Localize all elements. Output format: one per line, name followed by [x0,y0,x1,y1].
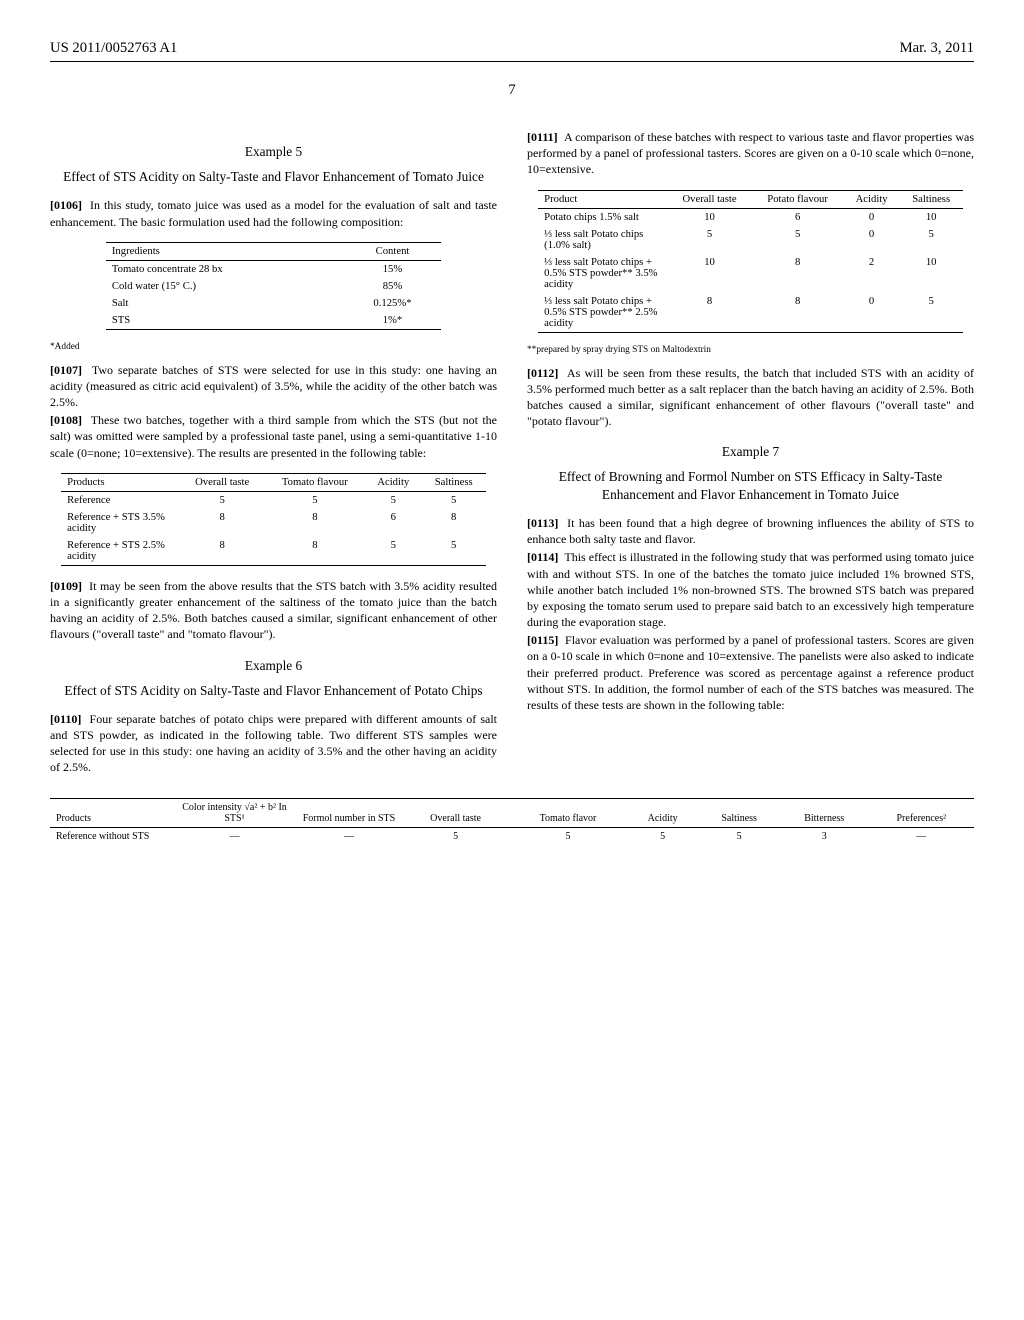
th-products: Products [61,473,179,491]
th-acidity: Acidity [627,798,699,827]
ingredients-table: Ingredients Content Tomato concentrate 2… [106,242,441,330]
th-saltiness: Saltiness [899,190,962,208]
left-column: Example 5 Effect of STS Acidity on Salty… [50,129,497,778]
paragraph-0109: [0109] It may be seen from the above res… [50,578,497,643]
table-row: Cold water (15° C.) 85% [106,278,441,295]
th-overall: Overall taste [402,798,509,827]
table-row: Reference 5 5 5 5 [61,491,486,509]
table-row: Tomato concentrate 28 bx 15% [106,260,441,278]
th-acidity: Acidity [365,473,422,491]
potato-chips-results-table: Product Overall taste Potato flavour Aci… [538,190,963,333]
example-7-title: Effect of Browning and Formol Number on … [527,468,974,503]
table-row: ⅓ less salt Potato chips (1.0% salt) 5 5… [538,226,963,254]
paragraph-0112: [0112] As will be seen from these result… [527,365,974,430]
pub-date: Mar. 3, 2011 [900,40,974,57]
table-row: ⅓ less salt Potato chips + 0.5% STS powd… [538,254,963,293]
para-num: [0109] [50,579,82,593]
page-number: 7 [50,82,974,99]
th-saltiness: Saltiness [699,798,780,827]
two-column-layout: Example 5 Effect of STS Acidity on Salty… [50,129,974,778]
th-color: Color intensity √a² + b² In STS¹ [173,798,296,827]
example-5-label: Example 5 [50,144,497,160]
th-preferences: Preferences² [869,798,974,827]
table-row: Potato chips 1.5% salt 10 6 0 10 [538,208,963,226]
paragraph-0111: [0111] A comparison of these batches wit… [527,129,974,178]
example-5-title: Effect of STS Acidity on Salty-Taste and… [50,168,497,185]
paragraph-0115: [0115] Flavor evaluation was performed b… [527,632,974,713]
th-overall: Overall taste [668,190,752,208]
th-tomato: Tomato flavour [265,473,365,491]
th-overall: Overall taste [180,473,265,491]
example-7-label: Example 7 [527,444,974,460]
paragraph-0106: [0106] In this study, tomato juice was u… [50,197,497,229]
example-6-label: Example 6 [50,658,497,674]
th-potato: Potato flavour [752,190,844,208]
th-formol: Formol number in STS [296,798,402,827]
paragraph-0107: [0107] Two separate batches of STS were … [50,362,497,411]
table-row: Reference + STS 3.5% acidity 8 8 6 8 [61,509,486,537]
table-row: Salt 0.125%* [106,295,441,312]
para-num: [0107] [50,363,82,377]
th-ingredients: Ingredients [106,242,344,260]
para-num: [0112] [527,366,558,380]
pub-number: US 2011/0052763 A1 [50,40,177,57]
table-row: Reference + STS 2.5% acidity 8 8 5 5 [61,537,486,566]
paragraph-0114: [0114] This effect is illustrated in the… [527,549,974,630]
para-num: [0115] [527,633,558,647]
table-row: Reference without STS — — 5 5 5 5 3 — [50,827,974,845]
para-num: [0108] [50,413,82,427]
para-num: [0110] [50,712,81,726]
para-num: [0111] [527,130,558,144]
th-acidity: Acidity [844,190,900,208]
paragraph-0110: [0110] Four separate batches of potato c… [50,711,497,776]
th-bitterness: Bitterness [780,798,869,827]
para-num: [0113] [527,516,558,530]
para-num: [0106] [50,198,82,212]
paragraph-0113: [0113] It has been found that a high deg… [527,515,974,547]
table-row: STS 1%* [106,312,441,330]
th-content: Content [344,242,441,260]
right-column: [0111] A comparison of these batches wit… [527,129,974,778]
example-6-title: Effect of STS Acidity on Salty-Taste and… [50,682,497,699]
paragraph-0108: [0108] These two batches, together with … [50,412,497,461]
browning-results-table: Products Color intensity √a² + b² In STS… [50,798,974,845]
th-saltiness: Saltiness [422,473,486,491]
th-product: Product [538,190,667,208]
footnote-added: *Added [50,342,497,352]
tomato-juice-results-table: Products Overall taste Tomato flavour Ac… [61,473,486,566]
para-num: [0114] [527,550,558,564]
full-width-table-section: Products Color intensity √a² + b² In STS… [50,798,974,845]
th-products: Products [50,798,173,827]
footnote-spray: **prepared by spray drying STS on Maltod… [527,345,974,355]
table-row: ⅓ less salt Potato chips + 0.5% STS powd… [538,293,963,333]
page-header: US 2011/0052763 A1 Mar. 3, 2011 [50,40,974,62]
th-tomato: Tomato flavor [509,798,627,827]
